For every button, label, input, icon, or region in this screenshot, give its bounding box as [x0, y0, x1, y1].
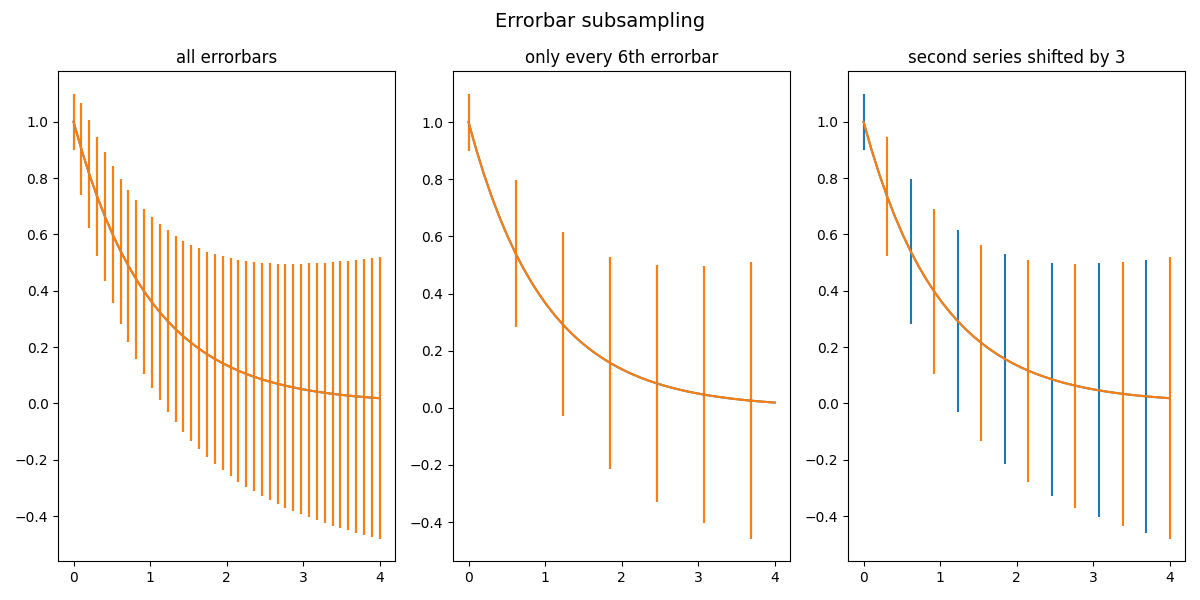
Title: all errorbars: all errorbars	[176, 49, 277, 67]
Text: Errorbar subsampling: Errorbar subsampling	[494, 12, 706, 31]
Title: only every 6th errorbar: only every 6th errorbar	[524, 49, 719, 67]
Title: second series shifted by 3: second series shifted by 3	[908, 49, 1126, 67]
